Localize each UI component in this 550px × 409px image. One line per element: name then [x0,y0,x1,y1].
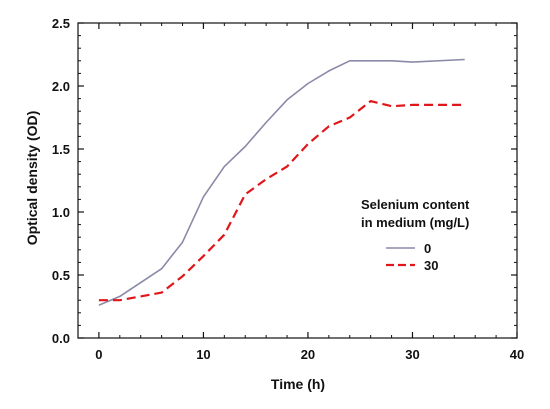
x-tick-label: 0 [95,347,102,362]
legend-title-line-1: Selenium content [361,197,470,212]
y-tick-label: 1.5 [52,142,70,157]
series-line-0 [98,58,465,306]
axes: 0 10 20 30 40 0.0 0.5 1.0 1.5 2.0 2.5 [52,16,524,362]
series-line-30 [98,99,465,302]
legend-label-0: 0 [424,241,431,256]
x-tick-label: 10 [196,347,210,362]
series-layer [98,58,465,306]
plot-frame [77,22,518,339]
y-tick-label: 2.0 [52,79,70,94]
y-tick-label: 0.0 [52,331,70,346]
x-tick-label: 20 [301,347,315,362]
legend: Selenium content in medium (mg/L) 0 30 [361,197,470,273]
y-tick-label: 0.5 [52,268,70,283]
x-tick-label: 30 [405,347,419,362]
y-tick-label: 2.5 [52,16,70,31]
legend-title-line-2: in medium (mg/L) [361,215,469,230]
labels-layer: Time (h) Optical density (OD) [24,111,325,392]
x-tick-label: 40 [510,347,524,362]
x-axis-title: Time (h) [271,376,325,392]
y-tick-label: 1.0 [52,205,70,220]
y-axis-title: Optical density (OD) [24,111,40,246]
legend-label-30: 30 [424,258,438,273]
